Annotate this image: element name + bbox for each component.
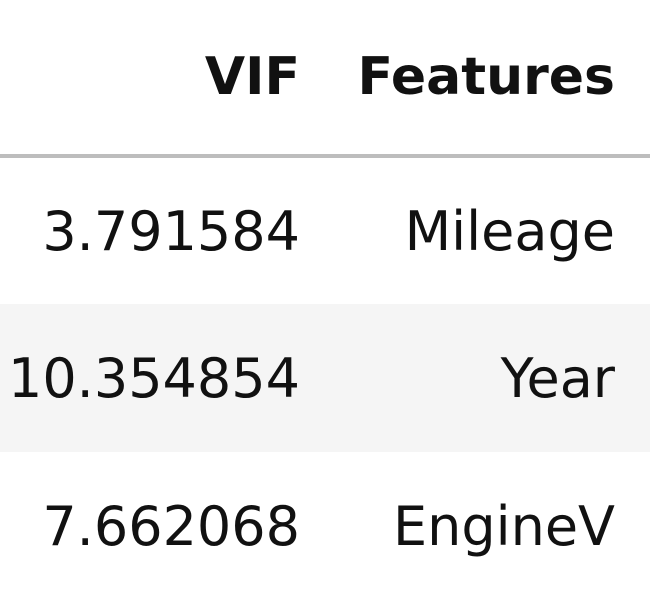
table-row: 3.791584 Mileage	[0, 156, 650, 304]
vif-value-cell: 7.662068	[42, 494, 300, 558]
table-row: 7.662068 EngineV	[0, 452, 650, 600]
feature-name-cell: Year	[330, 304, 650, 452]
table-header-row: VIF Features	[0, 0, 650, 158]
table-row: 10.354854 Year	[0, 304, 650, 452]
vif-value-cell: 10.354854	[0, 304, 330, 452]
column-header-vif: VIF	[0, 0, 330, 158]
feature-name-cell: EngineV	[392, 494, 615, 558]
feature-name-cell: Mileage	[404, 199, 615, 263]
vif-value-cell: 3.791584	[42, 199, 300, 263]
column-header-features: Features	[330, 0, 650, 158]
